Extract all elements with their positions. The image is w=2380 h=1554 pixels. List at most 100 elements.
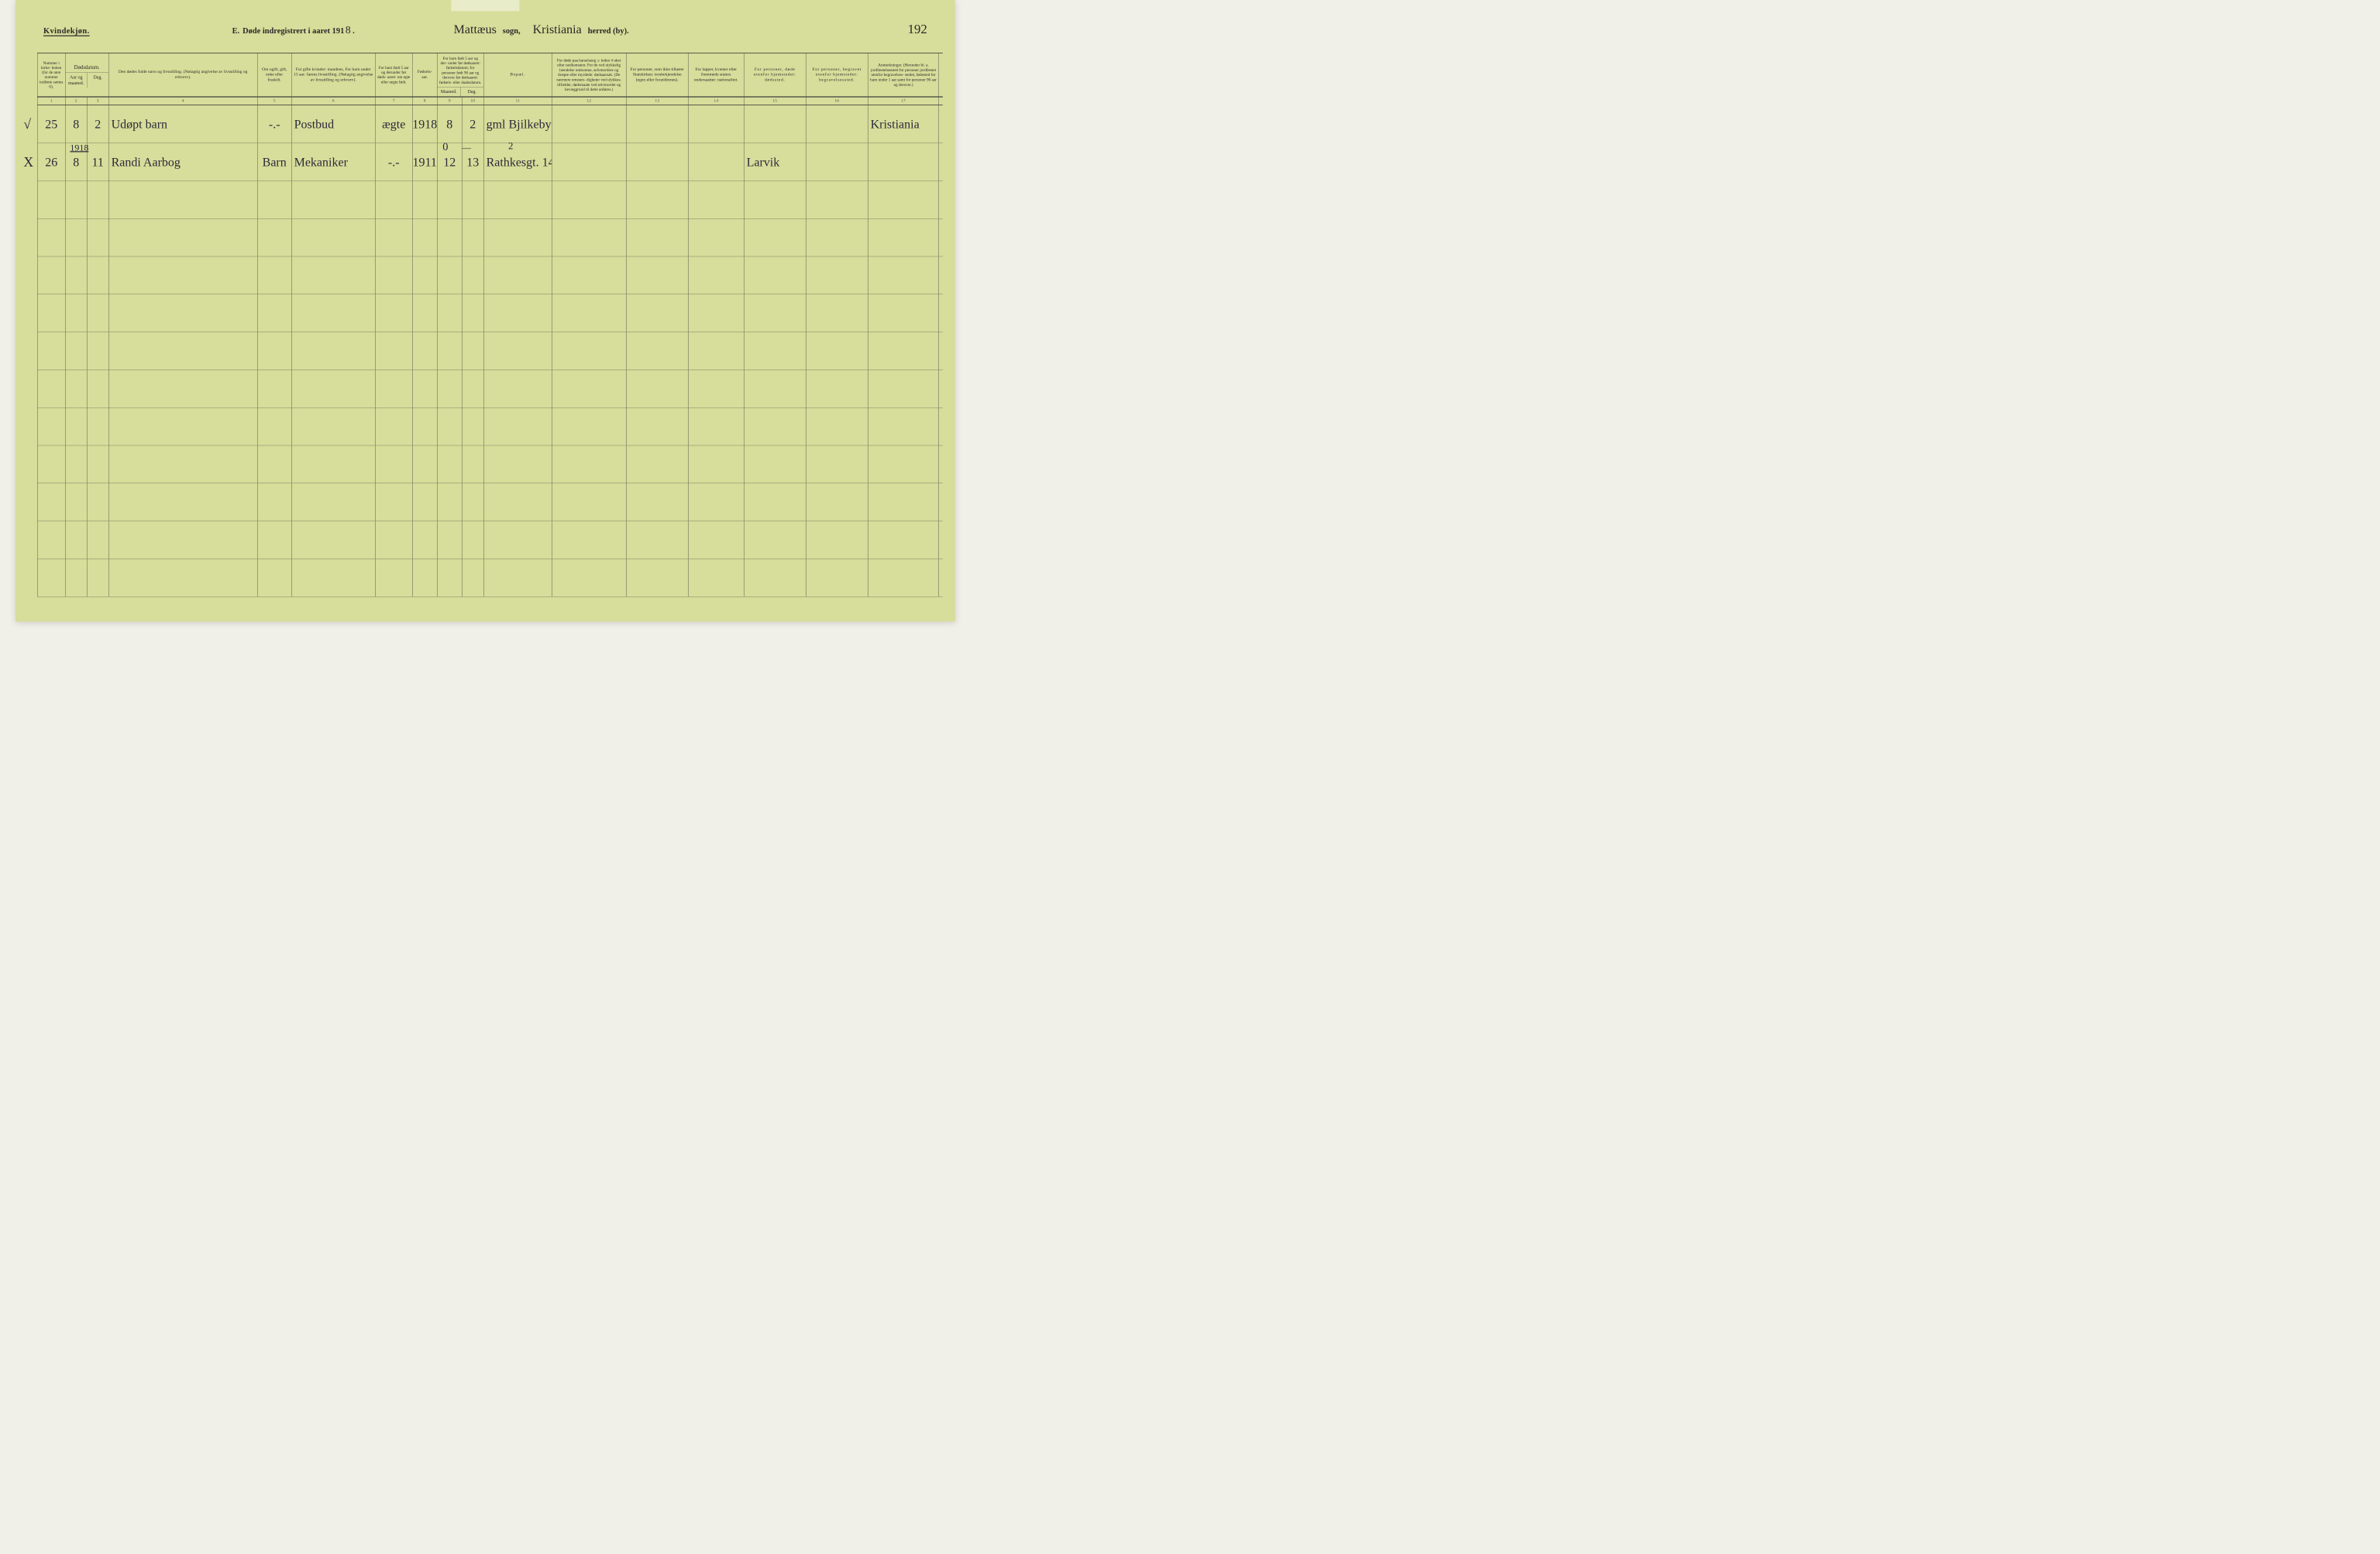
cell-c11	[626, 370, 688, 407]
cell-c5	[291, 256, 375, 294]
cell-c8a	[437, 445, 462, 483]
page-header: Kvindekjøn. E. Døde indregistrert i aare…	[43, 22, 937, 36]
ledger-page: Kvindekjøn. E. Døde indregistrert i aare…	[15, 0, 955, 621]
table-row	[37, 559, 943, 597]
cell-c1	[37, 445, 65, 483]
cell-c10	[552, 105, 626, 143]
cell-c13	[744, 483, 806, 521]
cell-c2a	[65, 521, 87, 559]
cell-c6	[375, 218, 412, 256]
col-header-fods-dag: Dag.	[460, 87, 483, 96]
cell-c8b: 2	[462, 105, 483, 143]
cell-c8a	[437, 370, 462, 407]
herred-label: herred (by).	[588, 26, 629, 36]
colnum: 1	[37, 97, 65, 105]
cell-c2b	[87, 180, 108, 218]
cell-c3	[108, 521, 257, 559]
cell-c3	[108, 370, 257, 407]
cell-c3	[108, 483, 257, 521]
cell-c2a	[65, 407, 87, 445]
cell-c3	[108, 407, 257, 445]
cell-c3	[108, 180, 257, 218]
cell-c8a	[437, 407, 462, 445]
cell-c6	[375, 332, 412, 370]
cell-c14	[806, 218, 868, 256]
cell-c2a	[65, 483, 87, 521]
cell-c14	[806, 559, 868, 597]
cell-c8b	[462, 218, 483, 256]
cell-c4	[257, 370, 291, 407]
cell-c12	[688, 332, 744, 370]
cell-c10	[552, 370, 626, 407]
colnum: 7	[375, 97, 412, 105]
cell-c6	[375, 370, 412, 407]
col-header-nummer: Nummer i kirke- boken (for de uten numme…	[37, 53, 65, 96]
cell-c9	[483, 407, 552, 445]
cell-c9	[483, 559, 552, 597]
cell-c13	[744, 559, 806, 597]
cell-c10	[552, 294, 626, 332]
cell-c9	[483, 521, 552, 559]
cell-c8b	[462, 256, 483, 294]
cell-c5: Postbud	[291, 105, 375, 143]
cell-c7	[412, 218, 437, 256]
cell-c2b	[87, 332, 108, 370]
cell-c5	[291, 521, 375, 559]
cell-c2a	[65, 559, 87, 597]
cell-c8b	[462, 521, 483, 559]
table-row	[37, 256, 943, 294]
cell-c5: Mekaniker	[291, 143, 375, 180]
cell-c2b: 11	[87, 143, 108, 180]
cell-c7	[412, 294, 437, 332]
col-header-dodsaarsak: For døde paa barselseng ɔ: inden 4 uker …	[552, 53, 626, 96]
binding-gutter	[451, 0, 519, 11]
cell-c7	[412, 370, 437, 407]
cell-c11	[626, 445, 688, 483]
cell-c13: Larvik	[744, 143, 806, 180]
cell-c4: Barn	[257, 143, 291, 180]
cell-c15	[868, 143, 939, 180]
cell-c2b	[87, 294, 108, 332]
cell-c2b	[87, 370, 108, 407]
cell-c6: ægte	[375, 105, 412, 143]
cell-c15	[868, 370, 939, 407]
cell-c13	[744, 256, 806, 294]
cell-c11	[626, 332, 688, 370]
year-handwritten: 8	[346, 24, 351, 36]
cell-c13	[744, 370, 806, 407]
row-marker: X	[23, 154, 33, 170]
cell-c9: gml Bjilkebye	[483, 105, 552, 143]
cell-c8a	[437, 332, 462, 370]
cell-c6	[375, 256, 412, 294]
table-body: √2582Udøpt barn-.-Postbudægte191882gml B…	[37, 105, 943, 597]
cell-c2a	[65, 445, 87, 483]
cell-c8a	[437, 483, 462, 521]
colnum: 8	[412, 97, 437, 105]
cell-c3	[108, 294, 257, 332]
cell-c6	[375, 559, 412, 597]
cell-c9	[483, 445, 552, 483]
cell-c10	[552, 445, 626, 483]
table-row	[37, 332, 943, 370]
col-header-fodselsdatum-label: For barn født 5 aar og der- under før dø…	[439, 56, 482, 84]
colnum: 17	[868, 97, 939, 105]
cell-c8a	[437, 218, 462, 256]
cell-c15	[868, 521, 939, 559]
cell-c9	[483, 332, 552, 370]
col-header-fodselsaar: Fødsels- aar.	[412, 53, 437, 96]
cell-c1	[37, 294, 65, 332]
cell-c12	[688, 105, 744, 143]
cell-c4	[257, 407, 291, 445]
colnum: 16	[806, 97, 868, 105]
cell-c15: Kristiania	[868, 105, 939, 143]
cell-c9	[483, 370, 552, 407]
cell-c7	[412, 559, 437, 597]
col-header-dodssted: For personer, døde utenfor hjemstedet: d…	[744, 53, 806, 96]
col-header-navn: Den dødes fulde navn og livsstilling. (N…	[108, 53, 257, 96]
year-annotation: 1918	[70, 143, 88, 153]
cell-c2a	[65, 370, 87, 407]
cell-c15	[868, 180, 939, 218]
cell-c3	[108, 332, 257, 370]
cell-c3: Udøpt barn	[108, 105, 257, 143]
gender-label: Kvindekjøn.	[43, 26, 90, 36]
